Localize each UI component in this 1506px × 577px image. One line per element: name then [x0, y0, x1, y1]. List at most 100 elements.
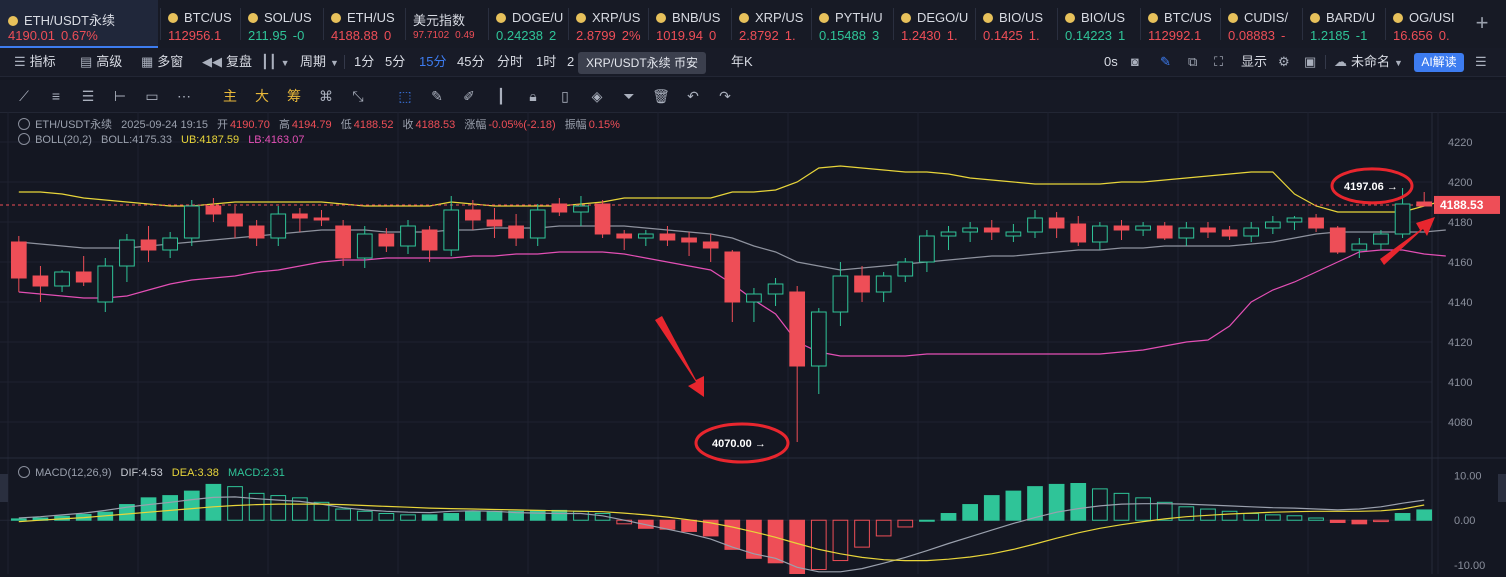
horizontal-ray-icon[interactable]: ⊢ [113, 88, 127, 104]
filter-icon[interactable]: ⏷ [623, 88, 635, 104]
ticker-price: 16.656 [1393, 28, 1433, 43]
macd-bar [1135, 497, 1151, 521]
macd-bar [875, 519, 892, 537]
ticker-price-line: 1019.94 0 [656, 28, 716, 43]
ticker-item[interactable]: PYTH/U 0.15488 3 [811, 0, 891, 48]
camera-icon: ◙ [1131, 54, 1139, 69]
advanced-button[interactable]: ▤ 高级 [80, 48, 122, 76]
candle-body [919, 235, 935, 263]
interval-year[interactable]: 年K [731, 54, 753, 69]
ai-interpret-button[interactable]: AI解读 [1414, 53, 1464, 72]
visibility-icon[interactable] [18, 133, 30, 145]
multi-window-button[interactable]: ▦ 多窗 [141, 48, 183, 76]
ticker-item[interactable]: CUDIS/0.08883- [1220, 0, 1300, 48]
ticker-item[interactable]: ETH/USDT永续 4190.01 0.67% [0, 0, 158, 48]
ticker-price: 2.8799 [576, 28, 616, 43]
undo-icon[interactable]: ↶ [687, 88, 699, 104]
interval-timeshare[interactable]: 分时 [497, 54, 524, 69]
ticker-change: 3 [872, 28, 880, 43]
ticker-item[interactable]: BTC/US 112956.1 [160, 0, 240, 48]
ticker-item[interactable]: BARD/U 1.2185 -1 [1302, 0, 1382, 48]
left-panel-toggle[interactable] [0, 474, 8, 502]
ticker-change: 0 [384, 28, 392, 43]
interval-1h[interactable]: 1时 [536, 54, 557, 69]
indicators-button[interactable]: ☰ 指标 [14, 48, 56, 76]
candle-body [313, 217, 330, 221]
ticker-item[interactable]: BTC/US 112992.1 [1140, 0, 1220, 48]
visibility-icon[interactable] [18, 118, 30, 130]
ticker-item[interactable]: OG/USI 16.656 0. [1385, 0, 1465, 48]
macd-bar [248, 492, 265, 521]
big-order-button[interactable]: 大 [255, 88, 269, 104]
display-button[interactable]: 显示 [1241, 54, 1268, 69]
camera-button[interactable]: ◙ [1131, 48, 1143, 76]
main-indicator-button[interactable]: 主 [223, 88, 237, 104]
fib-icon[interactable]: ☰ [81, 88, 95, 104]
layout-button[interactable]: ▣ [1304, 48, 1320, 76]
ticker-price-line: 0.1425 1. [983, 28, 1040, 43]
coin-icon [656, 13, 666, 23]
ticker-item[interactable]: 美元指数 97.7102 0.49 [405, 0, 485, 48]
magnet-icon[interactable]: ⌘ [319, 88, 333, 104]
open-value: 4190.70 [230, 119, 270, 131]
ticker-change: 1. [1028, 28, 1040, 43]
menu-button[interactable]: ☰ [1475, 48, 1491, 76]
ticker-item[interactable]: BIO/US 0.14223 1 [1057, 0, 1137, 48]
ticker-item[interactable]: SOL/US 211.95 -0 [240, 0, 320, 48]
settings-button[interactable]: ⚙ [1278, 48, 1294, 76]
macd-bar [486, 510, 503, 521]
interval-1m[interactable]: 1分 [354, 54, 375, 69]
price-chart[interactable]: 4080 4100 4120 4140 4160 4180 4200 4220 10.00 0.0… [0, 112, 1506, 575]
ticker-item[interactable]: XRP/US 2.8792 1. [731, 0, 811, 48]
ticker-item[interactable]: DOGE/U 0.24238 2 [488, 0, 568, 48]
fullscreen-button[interactable]: ⛶ [1214, 48, 1227, 76]
redo-icon[interactable]: ↷ [719, 88, 731, 104]
ticker-item[interactable]: BNB/US 1019.94 0 [648, 0, 728, 48]
ticker-item[interactable]: XRP/US 2.8799 2% [568, 0, 648, 48]
interval-more[interactable]: 2 [567, 54, 575, 69]
candle-body [1329, 227, 1346, 253]
ticker-item[interactable]: BIO/US 0.1425 1. [975, 0, 1055, 48]
candle-body [183, 205, 200, 239]
visibility-icon[interactable] [18, 466, 30, 478]
popout-button[interactable]: ⧉ [1188, 48, 1201, 76]
chart-area[interactable]: 4080 4100 4120 4140 4160 4180 4200 4220 10.00 0.0… [0, 112, 1506, 575]
ticker-item[interactable]: ETH/US 4188.88 0 [323, 0, 403, 48]
draw-toggle-button[interactable]: ✎ [1160, 48, 1175, 76]
chart-type-button[interactable]: ┃┃ ▼ [261, 48, 294, 76]
macd-bar [400, 514, 416, 521]
boll-mid-value: BOLL:4175.33 [101, 134, 172, 146]
trash-icon[interactable]: 🗑︎ [652, 88, 670, 104]
interval-45m[interactable]: 45分 [457, 54, 485, 69]
advanced-label: 高级 [96, 54, 123, 69]
candle-body [724, 251, 741, 303]
eraser-icon[interactable]: ◈ [591, 88, 603, 104]
trend-line-icon[interactable]: ⟋ [19, 88, 29, 104]
ticker-price-line: 0.15488 3 [819, 28, 879, 43]
candle-icon[interactable]: ┃ [496, 88, 506, 104]
parallel-channel-icon[interactable]: ≡ [51, 88, 61, 104]
lock-icon[interactable]: 🔒︎ [529, 88, 537, 104]
pen-icon[interactable]: ✎ [431, 88, 443, 104]
ruler-icon[interactable]: ▯ [561, 88, 569, 104]
rectangle-icon[interactable]: ▭ [145, 88, 159, 104]
macd-name: MACD(12,26,9) [35, 467, 112, 479]
replay-button[interactable]: ◀◀ 复盘 [202, 48, 252, 76]
candle-body [378, 233, 395, 247]
macd-bar [1005, 490, 1022, 521]
layout-name-dropdown[interactable]: ☁ 未命名 ▼ [1334, 48, 1407, 76]
period-dropdown[interactable]: 周期 ▼ [300, 48, 343, 76]
chips-button[interactable]: 筹 [287, 88, 301, 104]
add-ticker-icon[interactable]: + [1475, 10, 1489, 35]
measure-icon[interactable]: ⤡ [352, 88, 364, 104]
brush-icon[interactable]: ✐ [463, 88, 475, 104]
ticker-item[interactable]: DEGO/U 1.2430 1. [893, 0, 973, 48]
interval-5m[interactable]: 5分 [385, 54, 406, 69]
more-icon[interactable]: ⋯ [177, 88, 191, 104]
chevron-down-icon: ▼ [280, 58, 290, 68]
ticker-name: CUDIS/ [1228, 10, 1288, 25]
interval-15m[interactable]: 15分 [419, 54, 447, 69]
right-panel-toggle[interactable] [1498, 474, 1506, 502]
macd-bar [1178, 506, 1195, 521]
select-tool-icon[interactable]: ⬚ [398, 88, 412, 104]
